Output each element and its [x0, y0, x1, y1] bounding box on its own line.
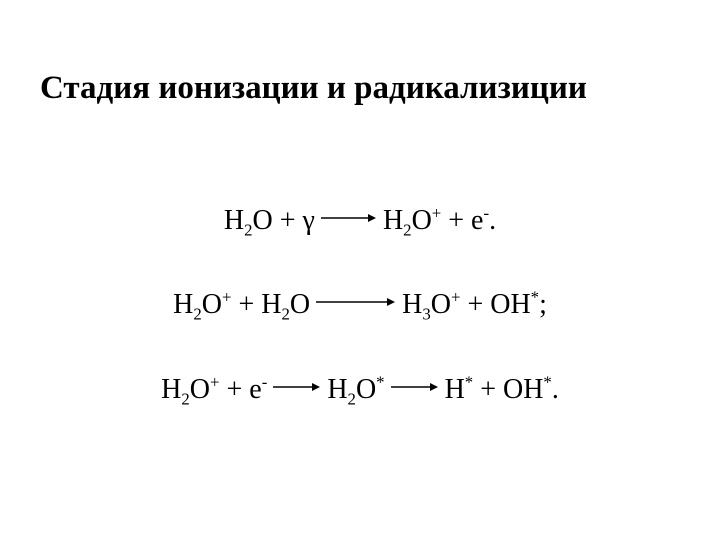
- chem-term: H2O*: [327, 376, 384, 404]
- arrow-icon: [321, 212, 377, 224]
- chem-term: H2O + γ: [224, 207, 315, 235]
- slide-title: Стадия ионизации и радикализиции: [40, 70, 680, 108]
- arrow-icon: [316, 296, 396, 308]
- chem-term: H2O+ + e-: [161, 376, 267, 404]
- equation-1: H2O + γ H2O+ + e-.: [0, 205, 720, 235]
- arrow-icon: [391, 381, 439, 393]
- equations-block: H2O + γH2O+ + e-. H2O+ + H2OH3O+ + OH*; …: [0, 205, 720, 404]
- equation-2: H2O+ + H2O H3O+ + OH*;: [0, 290, 720, 320]
- chem-term: H3O+ + OH*;: [402, 291, 547, 319]
- equation-3: H2O+ + e- H2O* H* + OH*.: [0, 374, 720, 404]
- slide: Стадия ионизации и радикализиции H2O + γ…: [0, 0, 720, 540]
- chem-term: H2O+ + H2O: [173, 291, 310, 319]
- arrow-icon: [273, 381, 321, 393]
- chem-term: H* + OH*.: [445, 376, 559, 404]
- chem-term: H2O+ + e-.: [383, 207, 496, 235]
